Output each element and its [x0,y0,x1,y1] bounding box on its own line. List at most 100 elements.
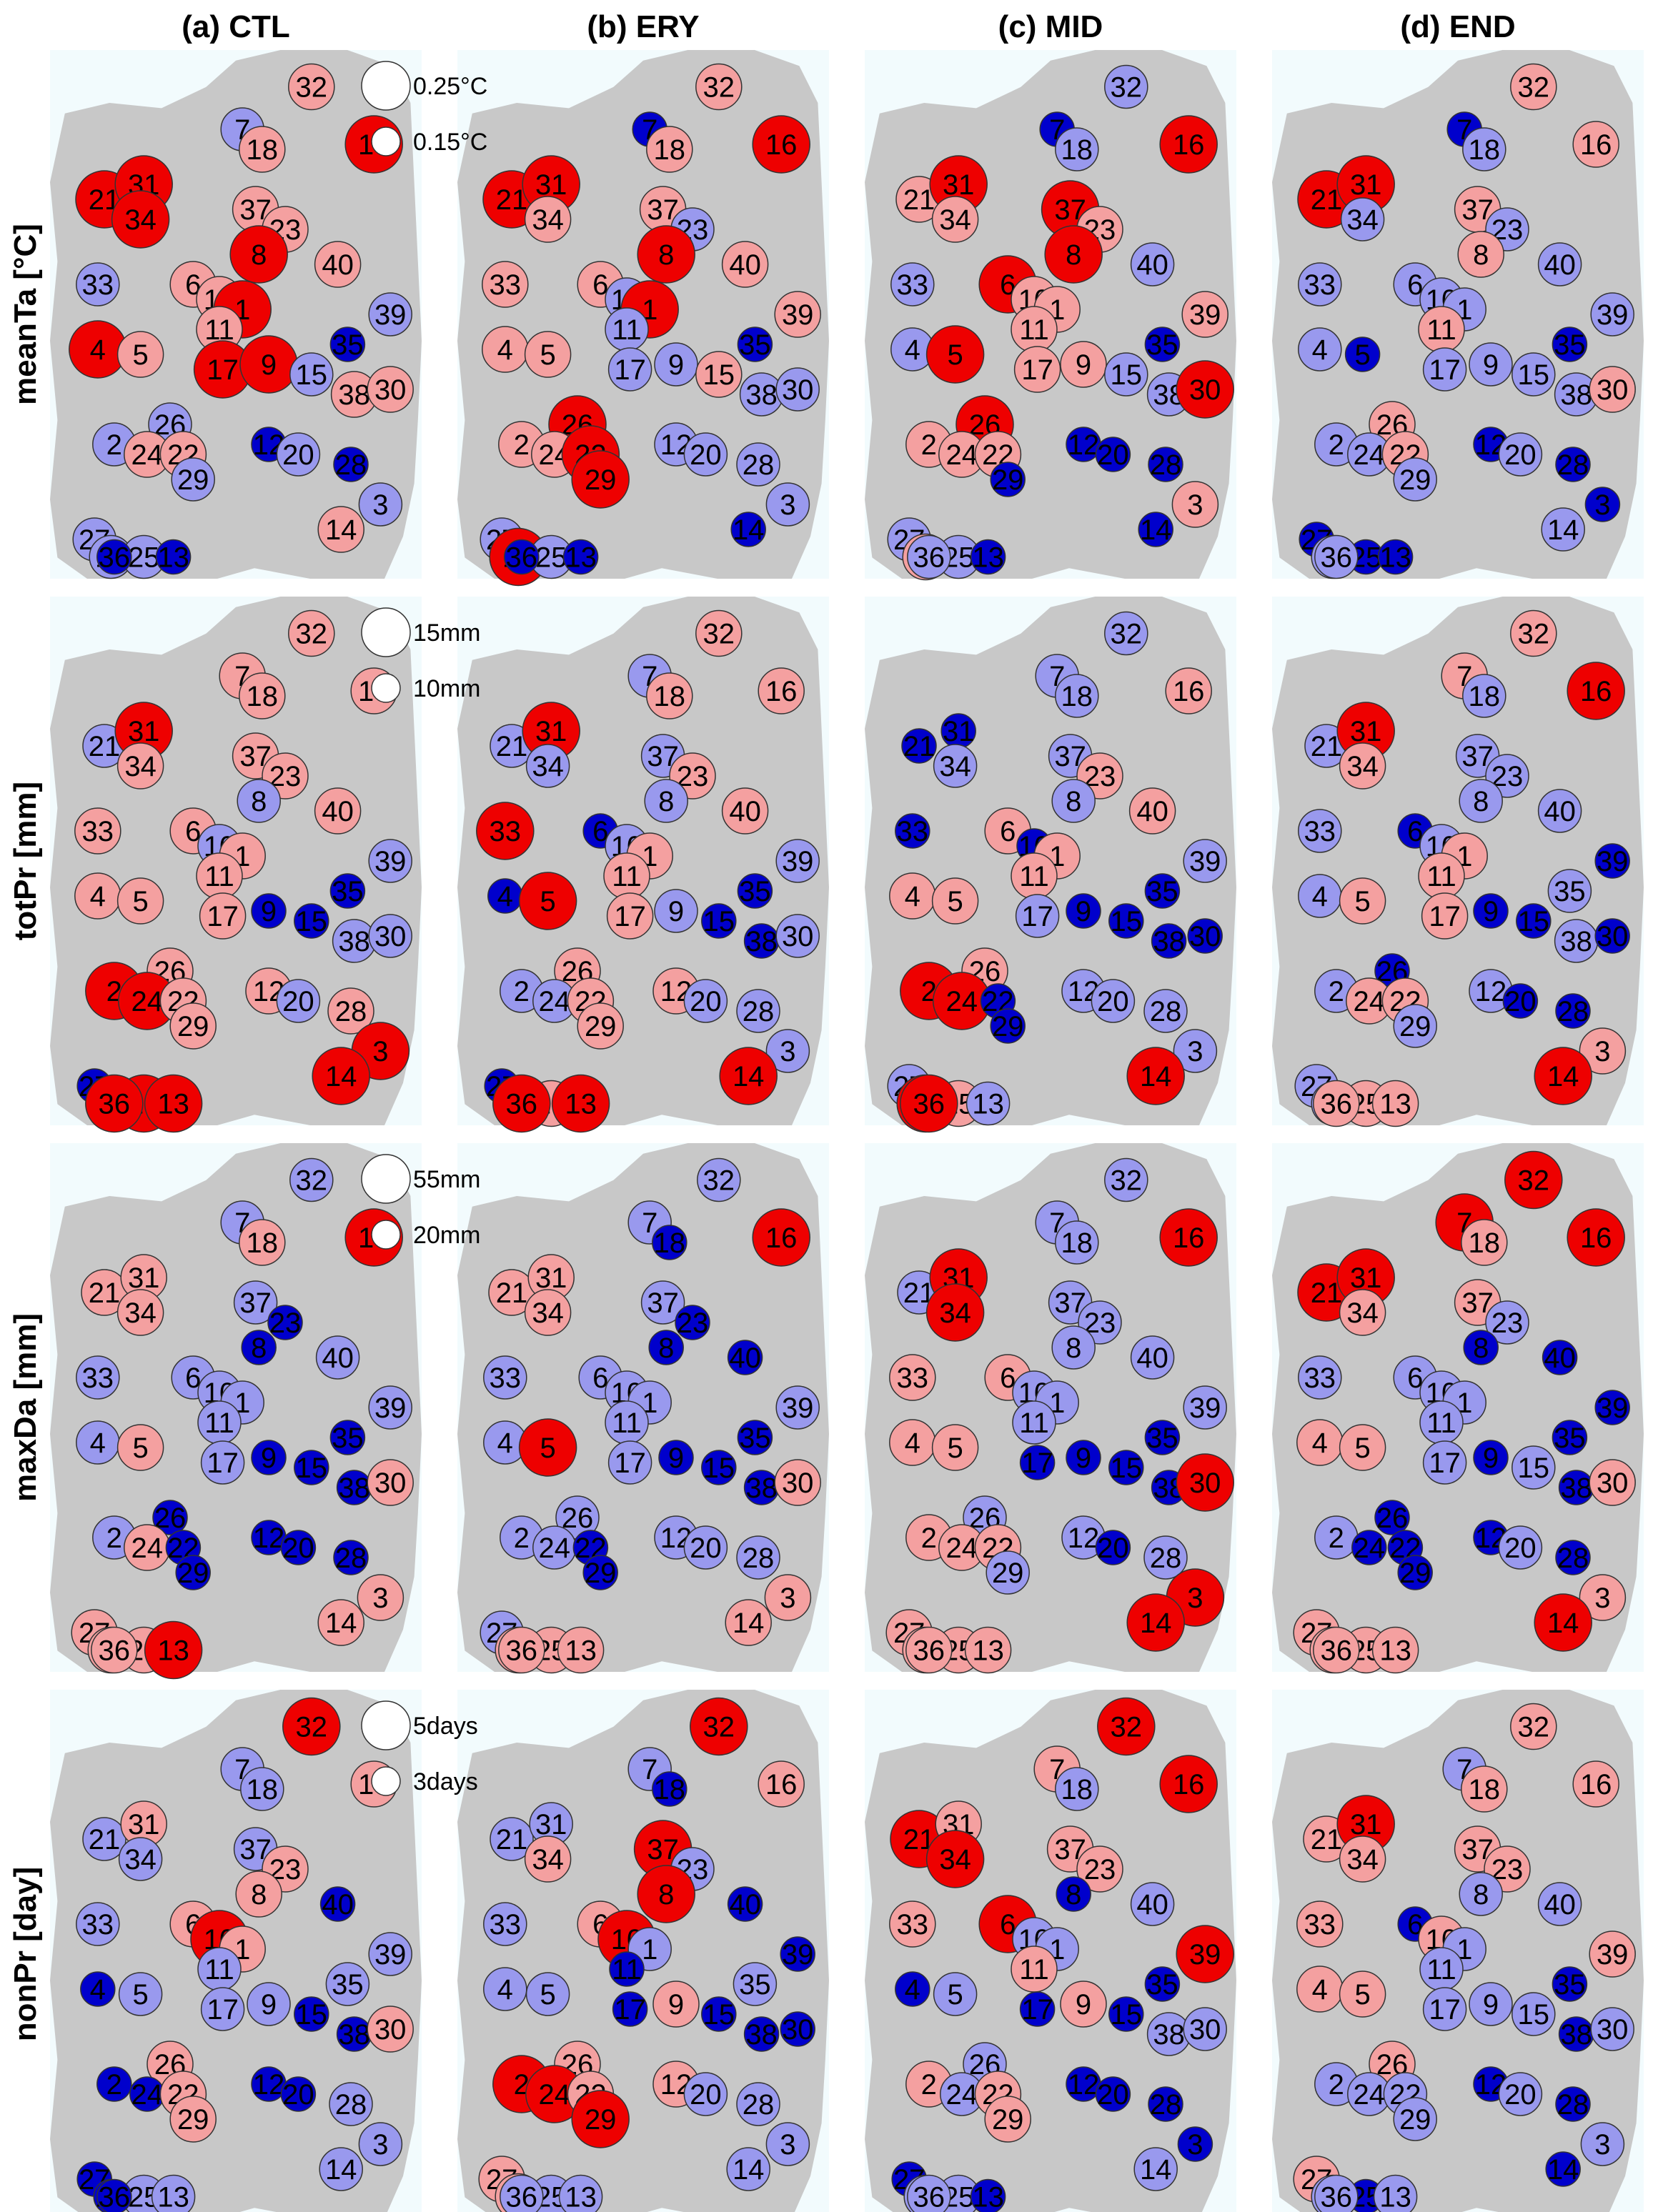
station-label-11: 11 [1019,861,1049,892]
size-legends: 0.25°C 0.15°C 15mm 10mm 55mm 20mm 5days 3days [361,61,487,1796]
station-marker-28 [1555,1540,1591,1575]
station-label-28: 28 [1150,1543,1182,1574]
station-label-32: 32 [703,619,735,650]
station-label-8: 8 [251,786,267,817]
station-marker-20 [280,2076,317,2112]
station-label-30: 30 [374,2014,407,2046]
station-label-29: 29 [1399,464,1431,496]
station-marker-17 [1422,1987,1467,2031]
station-label-16: 16 [1580,1769,1612,1800]
station-label-21: 21 [496,184,528,216]
station-label-21: 21 [903,184,935,216]
station-label-34: 34 [1346,1844,1379,1875]
station-label-16: 16 [1580,1222,1612,1254]
station-label-17: 17 [1429,1994,1461,2026]
station-label-24: 24 [131,439,164,471]
legend-size-label: 0.25°C [413,73,487,100]
station-marker-29 [571,450,630,509]
station-marker-17 [200,1440,245,1485]
station-marker-20 [683,2072,728,2116]
station-label-33: 33 [490,269,522,301]
station-marker-36 [498,1626,545,1674]
station-marker-8 [648,1330,684,1365]
station-label-25: 25 [535,542,567,574]
station-label-21: 21 [1311,1277,1343,1309]
station-marker-30 [1187,918,1223,954]
station-label-14: 14 [1547,1608,1579,1639]
station-marker-35 [1144,1420,1181,1455]
station-label-35: 35 [1146,329,1178,361]
station-marker-23 [267,1305,303,1340]
station-label-14: 14 [733,1061,765,1092]
station-marker-33 [476,802,535,860]
station-marker-8 [644,779,688,823]
station-label-17: 17 [207,1994,239,2026]
station-label-30: 30 [1189,921,1221,952]
column-title-mid: (c) MID [998,9,1103,44]
station-label-8: 8 [658,786,674,817]
station-marker-8 [637,1865,695,1923]
station-marker-20 [1091,979,1136,1023]
station-marker-36 [91,1626,138,1674]
station-label-30: 30 [374,374,407,406]
station-marker-36 [905,1626,953,1674]
station-marker-34 [524,1835,572,1883]
station-label-29: 29 [992,2104,1024,2136]
station-marker-3 [765,1029,810,1073]
station-label-3: 3 [1187,2129,1203,2161]
station-marker-29 [169,1002,217,1050]
station-label-33: 33 [1304,269,1336,301]
station-label-33: 33 [1304,1909,1336,1941]
station-label-34: 34 [939,1297,971,1329]
station-label-36: 36 [506,1635,538,1667]
station-marker-35 [1552,1966,1588,2002]
station-label-33: 33 [897,816,929,847]
station-marker-29 [1393,457,1437,502]
station-marker-3 [1173,1029,1218,1073]
station-label-37: 37 [647,1287,679,1319]
station-marker-13 [551,1074,610,1133]
station-marker-33 [1298,809,1342,853]
station-label-2: 2 [921,2069,937,2101]
station-label-11: 11 [1426,314,1456,346]
station-marker-18 [652,1225,687,1260]
station-label-28: 28 [335,2089,367,2121]
station-marker-35 [1552,327,1588,362]
station-marker-35 [733,1962,778,2006]
station-marker-34 [925,1830,985,1888]
station-label-11: 11 [1019,1408,1049,1439]
station-marker-30 [1176,1453,1234,1512]
station-label-39: 39 [1597,299,1629,331]
row-title-maxda: maxDa [mm] [8,1313,43,1502]
station-label-31: 31 [535,169,567,201]
station-marker-33 [889,1900,936,1948]
station-label-15: 15 [703,906,735,937]
station-label-40: 40 [1136,796,1168,827]
station-label-8: 8 [1066,239,1081,271]
station-marker-9 [652,1981,700,2028]
legend-size-label: 15mm [413,619,480,647]
station-marker-21 [490,1817,534,1861]
station-label-39: 39 [1597,1393,1629,1424]
station-label-31: 31 [535,1262,567,1294]
station-label-24: 24 [1354,439,1386,471]
station-label-15: 15 [1111,1999,1143,2031]
station-marker-40 [727,1340,763,1375]
station-marker-40 [1130,1882,1175,1926]
station-label-4: 4 [905,1974,920,2006]
station-label-5: 5 [1354,1433,1370,1464]
station-marker-20 [276,979,321,1023]
station-label-21: 21 [1311,184,1343,216]
station-label-14: 14 [733,514,765,546]
station-marker-35 [1144,1966,1181,2002]
station-marker-29 [582,1555,618,1590]
station-label-2: 2 [921,1523,937,1554]
station-label-13: 13 [565,1635,597,1667]
station-label-1: 1 [642,294,657,326]
station-label-36: 36 [913,1089,945,1120]
station-label-39: 39 [1189,1393,1221,1424]
station-marker-18 [239,126,286,173]
station-label-24: 24 [946,2079,978,2111]
